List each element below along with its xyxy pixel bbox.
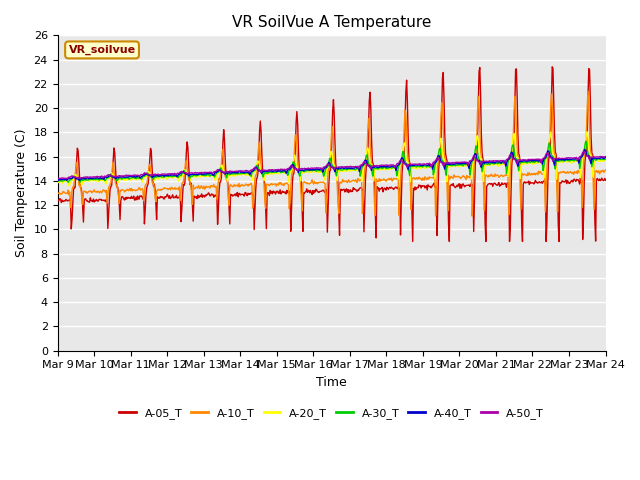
Text: VR_soilvue: VR_soilvue [68, 45, 136, 55]
Y-axis label: Soil Temperature (C): Soil Temperature (C) [15, 129, 28, 257]
Legend: A-05_T, A-10_T, A-20_T, A-30_T, A-40_T, A-50_T: A-05_T, A-10_T, A-20_T, A-30_T, A-40_T, … [115, 404, 548, 423]
Title: VR SoilVue A Temperature: VR SoilVue A Temperature [232, 15, 431, 30]
X-axis label: Time: Time [316, 376, 347, 389]
